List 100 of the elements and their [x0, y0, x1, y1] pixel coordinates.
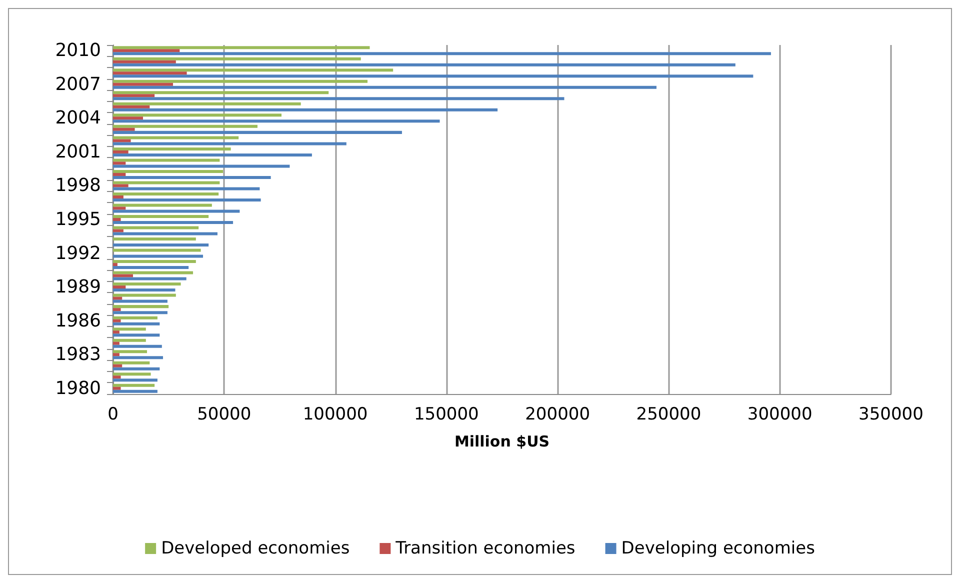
bar [113, 361, 150, 364]
bar [113, 282, 181, 286]
bar [113, 274, 134, 278]
bar [113, 378, 158, 382]
bar [113, 136, 239, 140]
bar [113, 128, 135, 131]
bar [113, 364, 122, 368]
bar [113, 80, 368, 83]
bar [113, 52, 771, 56]
y-tick-label: 1998 [55, 175, 101, 196]
y-tick-label: 2004 [55, 108, 101, 129]
bar [113, 232, 218, 236]
y-tick-label: 1980 [55, 378, 101, 399]
bar [113, 319, 121, 322]
bar [113, 147, 231, 150]
bar [113, 130, 402, 134]
bar [113, 266, 189, 270]
bar [113, 353, 120, 356]
bar [113, 49, 180, 52]
y-tick-label: 2007 [55, 74, 101, 95]
bar [113, 158, 220, 162]
bar [113, 57, 361, 60]
bar [113, 328, 146, 331]
bar [113, 305, 169, 308]
bar [113, 390, 158, 393]
y-tick-label: 1983 [55, 344, 101, 366]
bar [113, 82, 174, 86]
bar [113, 277, 186, 280]
bar [113, 60, 176, 64]
bar [113, 74, 754, 78]
bar [113, 334, 160, 337]
bar [113, 164, 290, 168]
bar [113, 63, 736, 66]
bar [113, 226, 199, 230]
bar [113, 139, 131, 142]
x-tick-label: 200000 [525, 404, 590, 424]
x-tick-label: 250000 [636, 404, 702, 424]
bar [113, 356, 164, 360]
bar [113, 46, 370, 50]
x-tick-label: 50000 [197, 404, 252, 424]
bar [113, 294, 176, 297]
bar [113, 198, 261, 202]
bar [113, 342, 120, 345]
bar [113, 322, 160, 326]
bar [113, 114, 282, 117]
bar [113, 184, 128, 188]
bar [113, 102, 301, 106]
bar [113, 218, 121, 221]
bar [113, 172, 126, 176]
bar [113, 384, 155, 387]
bar [113, 376, 121, 379]
bar [113, 91, 329, 94]
y-tick-label: 1992 [55, 242, 101, 264]
bar [113, 338, 146, 342]
bar [113, 105, 150, 108]
bar [113, 72, 187, 75]
bar [113, 367, 160, 370]
bar [113, 288, 176, 292]
bar [113, 195, 124, 198]
bar [113, 386, 121, 390]
bar [113, 142, 346, 146]
bar [113, 248, 201, 252]
x-tick-label: 350000 [858, 404, 924, 424]
bar [113, 330, 120, 334]
bar [113, 210, 240, 213]
bar [113, 192, 219, 196]
bar [113, 206, 126, 210]
x-axis-title: Million $US [454, 432, 550, 450]
bar [113, 97, 564, 100]
bar [113, 308, 121, 312]
bar [113, 372, 151, 376]
bar [113, 344, 162, 348]
y-tick-label: 2010 [55, 40, 101, 62]
bar [113, 316, 158, 320]
bar [113, 124, 258, 128]
bar [113, 116, 144, 120]
x-tick-label: 100000 [302, 404, 368, 424]
bar [113, 260, 196, 264]
y-tick-label: 2001 [55, 141, 101, 162]
legend-label: Transition economies [394, 538, 576, 558]
y-tick-label: 1989 [55, 276, 101, 298]
bar [113, 176, 271, 179]
bar [113, 263, 118, 266]
x-tick-label: 0 [108, 404, 118, 424]
bar [113, 108, 498, 112]
x-tick-label: 300000 [747, 404, 812, 424]
bar [113, 300, 168, 303]
bar [113, 271, 194, 274]
legend-label: Developed economies [161, 538, 350, 558]
bar [113, 311, 168, 314]
bar [113, 86, 656, 89]
y-tick-label: 1986 [55, 310, 101, 332]
legend-label: Developing economies [621, 538, 816, 558]
bar [113, 162, 126, 165]
bar [113, 350, 148, 354]
bar [113, 296, 122, 300]
bar [113, 244, 209, 247]
y-tick-label: 1995 [55, 209, 101, 230]
bar [113, 153, 312, 156]
bar [113, 238, 196, 241]
